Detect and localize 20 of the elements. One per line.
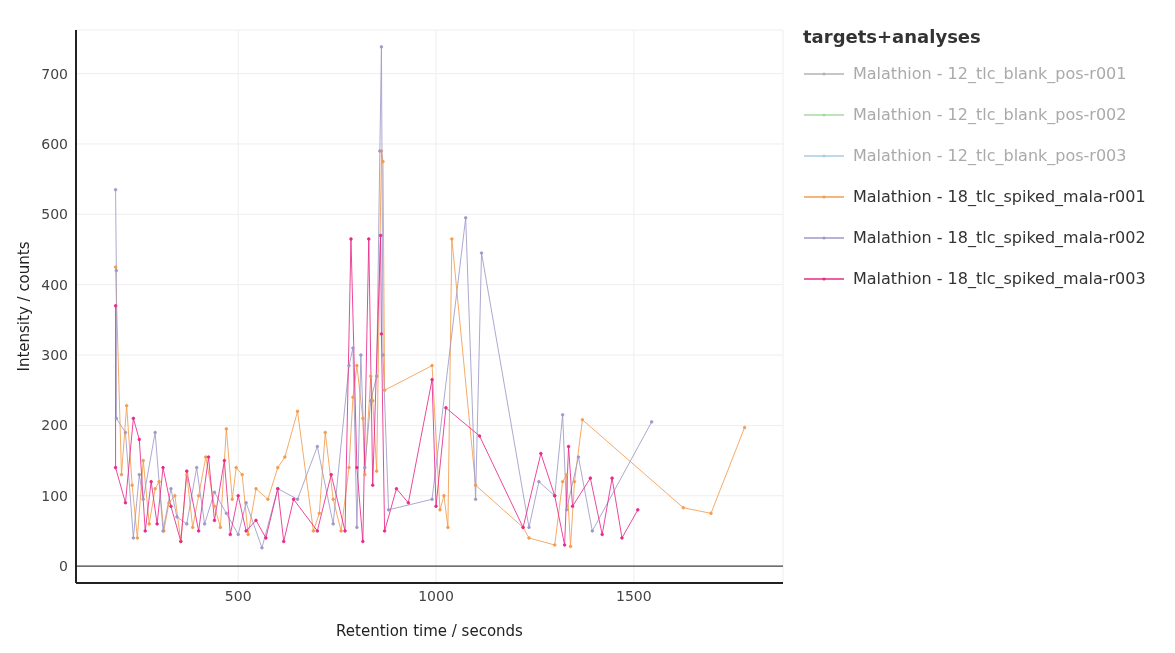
legend-label: Malathion - 12_tlc_blank_pos-r002 (853, 105, 1127, 124)
y-tick-label: 0 (59, 558, 68, 575)
x-tick-label: 500 (224, 587, 252, 604)
y-tick-label: 600 (41, 135, 68, 152)
legend-label: Malathion - 12_tlc_blank_pos-r003 (853, 146, 1127, 165)
y-tick-label: 400 (41, 276, 68, 293)
x-tick-label: 1000 (418, 587, 454, 604)
x-axis-title: Retention time / seconds (336, 622, 524, 640)
legend-label: Malathion - 12_tlc_blank_pos-r001 (853, 64, 1127, 83)
x-tick-label: 1500 (616, 587, 652, 604)
y-tick-label: 500 (41, 206, 68, 223)
legend-label: Malathion - 18_tlc_spiked_mala-r001 (853, 187, 1146, 206)
y-tick-label: 700 (41, 65, 68, 82)
y-axis-title: Intensity / counts (15, 241, 34, 372)
y-tick-label: 200 (41, 417, 68, 434)
legend-label: Malathion - 18_tlc_spiked_mala-r002 (853, 228, 1146, 247)
y-tick-label: 100 (41, 487, 68, 504)
legend-title: targets+analyses (803, 26, 982, 47)
legend-label: Malathion - 18_tlc_spiked_mala-r003 (853, 269, 1146, 288)
y-tick-label: 300 (41, 347, 68, 364)
